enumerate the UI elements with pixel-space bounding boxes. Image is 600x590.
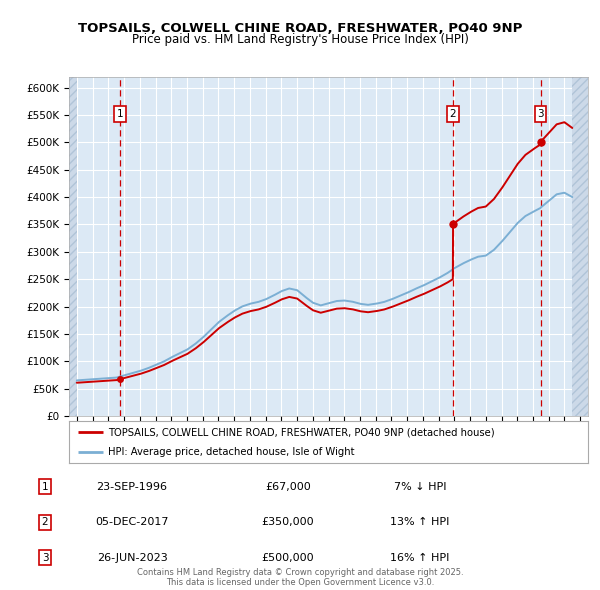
Text: Contains HM Land Registry data © Crown copyright and database right 2025.
This d: Contains HM Land Registry data © Crown c… (137, 568, 463, 587)
Text: £67,000: £67,000 (265, 482, 311, 491)
Text: £500,000: £500,000 (262, 553, 314, 562)
Text: 7% ↓ HPI: 7% ↓ HPI (394, 482, 446, 491)
Text: 1: 1 (41, 482, 49, 491)
Text: 13% ↑ HPI: 13% ↑ HPI (391, 517, 449, 527)
Bar (69, 77, 77, 416)
Text: Price paid vs. HM Land Registry's House Price Index (HPI): Price paid vs. HM Land Registry's House … (131, 33, 469, 46)
Text: £350,000: £350,000 (262, 517, 314, 527)
Text: TOPSAILS, COLWELL CHINE ROAD, FRESHWATER, PO40 9NP: TOPSAILS, COLWELL CHINE ROAD, FRESHWATER… (78, 22, 522, 35)
Text: 16% ↑ HPI: 16% ↑ HPI (391, 553, 449, 562)
Text: 05-DEC-2017: 05-DEC-2017 (95, 517, 169, 527)
Bar (572, 77, 588, 416)
Text: 2: 2 (450, 109, 457, 119)
Text: 1: 1 (116, 109, 123, 119)
Text: TOPSAILS, COLWELL CHINE ROAD, FRESHWATER, PO40 9NP (detached house): TOPSAILS, COLWELL CHINE ROAD, FRESHWATER… (108, 427, 494, 437)
Text: 3: 3 (41, 553, 49, 562)
Text: HPI: Average price, detached house, Isle of Wight: HPI: Average price, detached house, Isle… (108, 447, 355, 457)
Text: 2: 2 (41, 517, 49, 527)
Text: 3: 3 (537, 109, 544, 119)
Text: 23-SEP-1996: 23-SEP-1996 (97, 482, 167, 491)
Text: 26-JUN-2023: 26-JUN-2023 (97, 553, 167, 562)
